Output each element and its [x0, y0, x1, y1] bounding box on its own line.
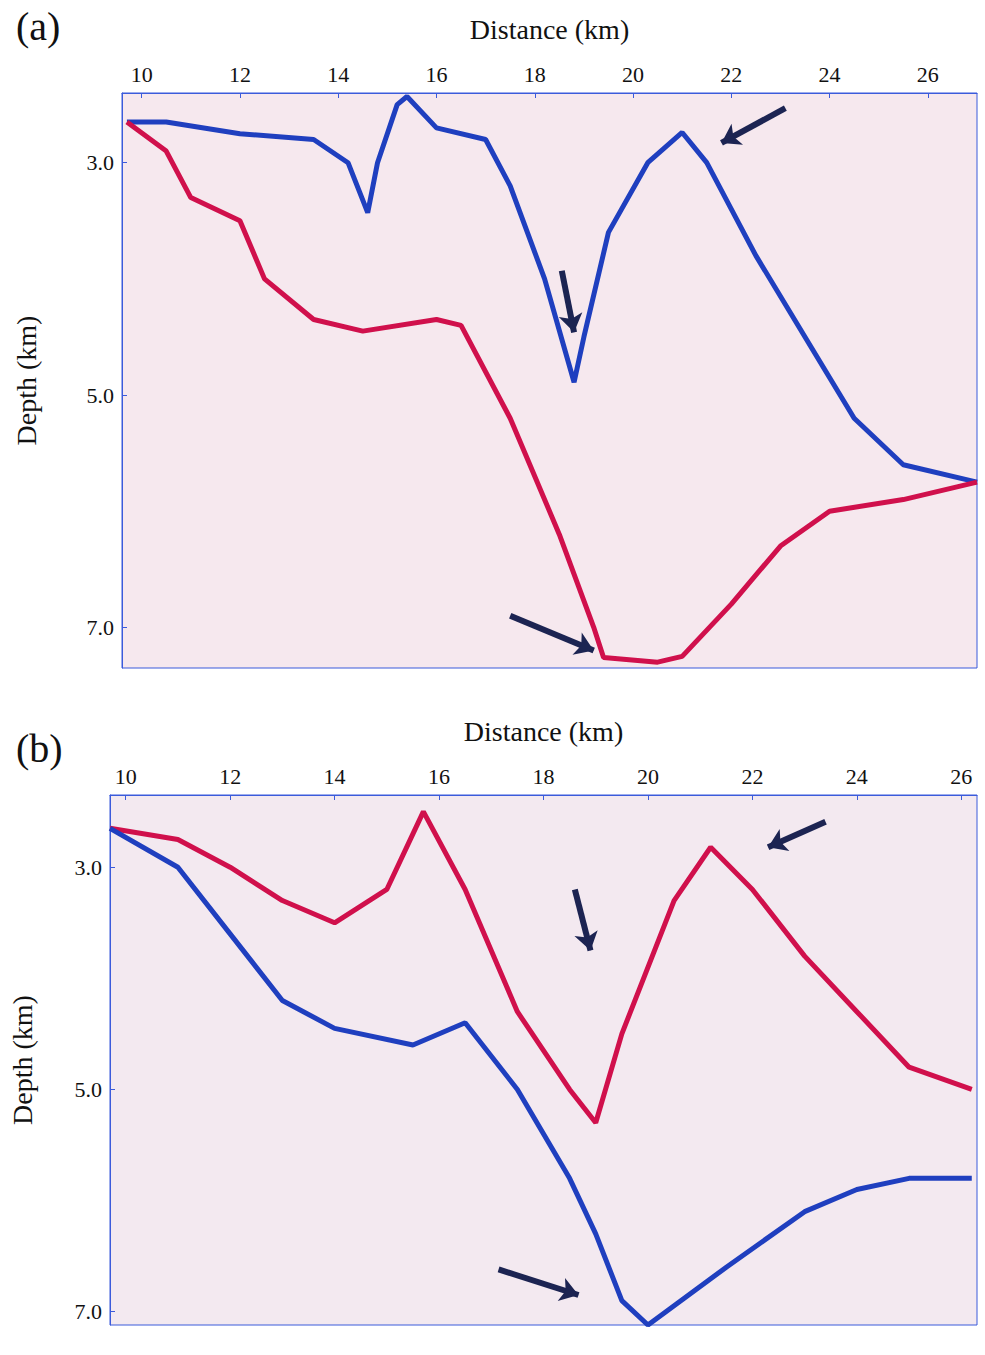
svg-text:Depth (km): Depth (km) — [7, 995, 38, 1125]
svg-text:26: 26 — [917, 62, 939, 87]
svg-text:12: 12 — [219, 764, 241, 789]
svg-text:18: 18 — [533, 764, 555, 789]
svg-text:16: 16 — [425, 62, 447, 87]
svg-text:Distance (km): Distance (km) — [464, 716, 623, 747]
svg-text:12: 12 — [229, 62, 251, 87]
svg-text:10: 10 — [131, 62, 153, 87]
svg-text:24: 24 — [819, 62, 841, 87]
svg-text:22: 22 — [741, 764, 763, 789]
svg-text:24: 24 — [846, 764, 868, 789]
svg-text:7.0: 7.0 — [75, 1299, 103, 1324]
svg-text:20: 20 — [637, 764, 659, 789]
svg-text:5.0: 5.0 — [75, 1077, 103, 1102]
svg-text:26: 26 — [950, 764, 972, 789]
svg-text:14: 14 — [324, 764, 346, 789]
svg-text:14: 14 — [327, 62, 349, 87]
svg-text:(b): (b) — [16, 726, 63, 771]
svg-text:16: 16 — [428, 764, 450, 789]
svg-text:7.0: 7.0 — [87, 615, 115, 640]
svg-text:20: 20 — [622, 62, 644, 87]
svg-text:3.0: 3.0 — [87, 150, 115, 175]
svg-text:Distance (km): Distance (km) — [470, 14, 629, 45]
svg-text:5.0: 5.0 — [87, 383, 115, 408]
svg-text:Depth (km): Depth (km) — [11, 316, 42, 446]
svg-text:3.0: 3.0 — [75, 855, 103, 880]
svg-text:(a): (a) — [16, 4, 60, 49]
svg-text:18: 18 — [524, 62, 546, 87]
svg-text:22: 22 — [720, 62, 742, 87]
svg-text:10: 10 — [115, 764, 137, 789]
